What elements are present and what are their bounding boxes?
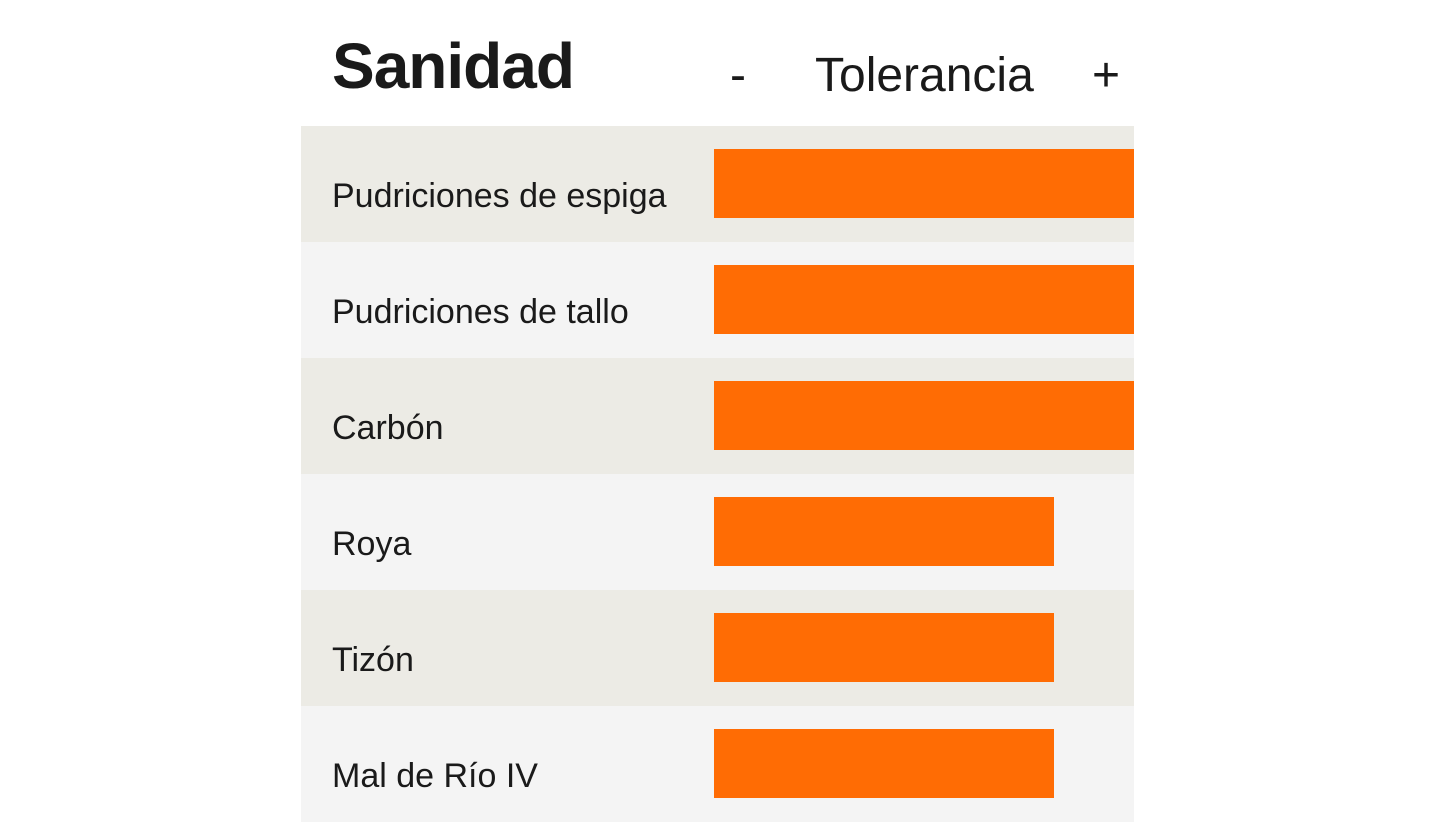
category-label: Pudriciones de espiga — [332, 176, 667, 215]
category-label: Mal de Río IV — [332, 756, 538, 795]
tolerance-bar — [714, 265, 1134, 334]
scale-max-label: + — [1092, 49, 1121, 102]
category-label: Carbón — [332, 408, 444, 447]
tolerance-bar — [714, 729, 1054, 798]
tolerance-bar — [714, 613, 1054, 682]
category-label: Roya — [332, 524, 412, 563]
category-label: Pudriciones de tallo — [332, 292, 629, 331]
category-label: Tizón — [332, 640, 414, 679]
tolerance-bar — [714, 149, 1134, 218]
scale-title: Tolerancia — [815, 49, 1034, 102]
scale-min-label: - — [730, 49, 746, 102]
chart-title: Sanidad — [332, 30, 575, 102]
tolerance-bar — [714, 381, 1134, 450]
tolerance-bar — [714, 497, 1054, 566]
